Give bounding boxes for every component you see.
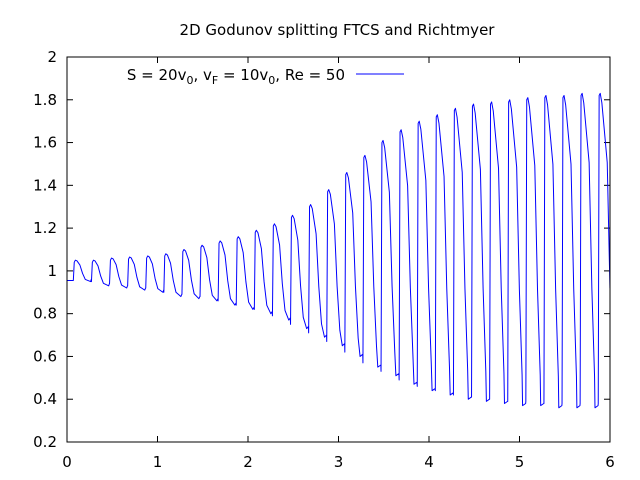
x-tick-label: 3: [334, 453, 344, 471]
legend-label-part: = 10v: [218, 66, 268, 84]
y-tick-label: 0.8: [33, 305, 57, 323]
legend-label: S = 20v0, vF = 10v0, Re = 50: [127, 66, 345, 87]
y-tick-label: 0.6: [33, 347, 57, 365]
x-tick-label: 0: [62, 453, 72, 471]
legend-label-subscript: F: [212, 74, 218, 87]
chart-title: 2D Godunov splitting FTCS and Richtmyer: [180, 21, 496, 39]
y-tick-label: 1.6: [33, 134, 57, 152]
y-tick-label: 1.8: [33, 91, 57, 109]
x-tick-label: 2: [243, 453, 253, 471]
series-line: [67, 92, 610, 409]
legend: S = 20v0, vF = 10v0, Re = 50: [127, 66, 404, 87]
y-tick-label: 0.4: [33, 390, 57, 408]
y-tick-label: 1: [47, 262, 57, 280]
x-tick-label: 1: [153, 453, 163, 471]
y-tick-label: 1.4: [33, 176, 57, 194]
legend-label-subscript: 0: [186, 74, 193, 87]
y-tick-label: 2: [47, 48, 57, 66]
x-tick-label: 5: [515, 453, 525, 471]
y-tick-label: 0.2: [33, 433, 57, 451]
y-tick-label: 1.2: [33, 219, 57, 237]
legend-label-part: S = 20v: [127, 66, 187, 84]
x-tick-label: 6: [605, 453, 615, 471]
y-axis: 0.2 0.4 0.6 0.8 1 1.2 1.4 1.6 1.8 2: [33, 48, 610, 451]
legend-label-part: , v: [193, 66, 212, 84]
plot-frame: [66, 56, 611, 443]
x-tick-label: 4: [424, 453, 434, 471]
legend-label-part: , Re = 50: [275, 66, 345, 84]
legend-label-subscript: 0: [268, 74, 275, 87]
